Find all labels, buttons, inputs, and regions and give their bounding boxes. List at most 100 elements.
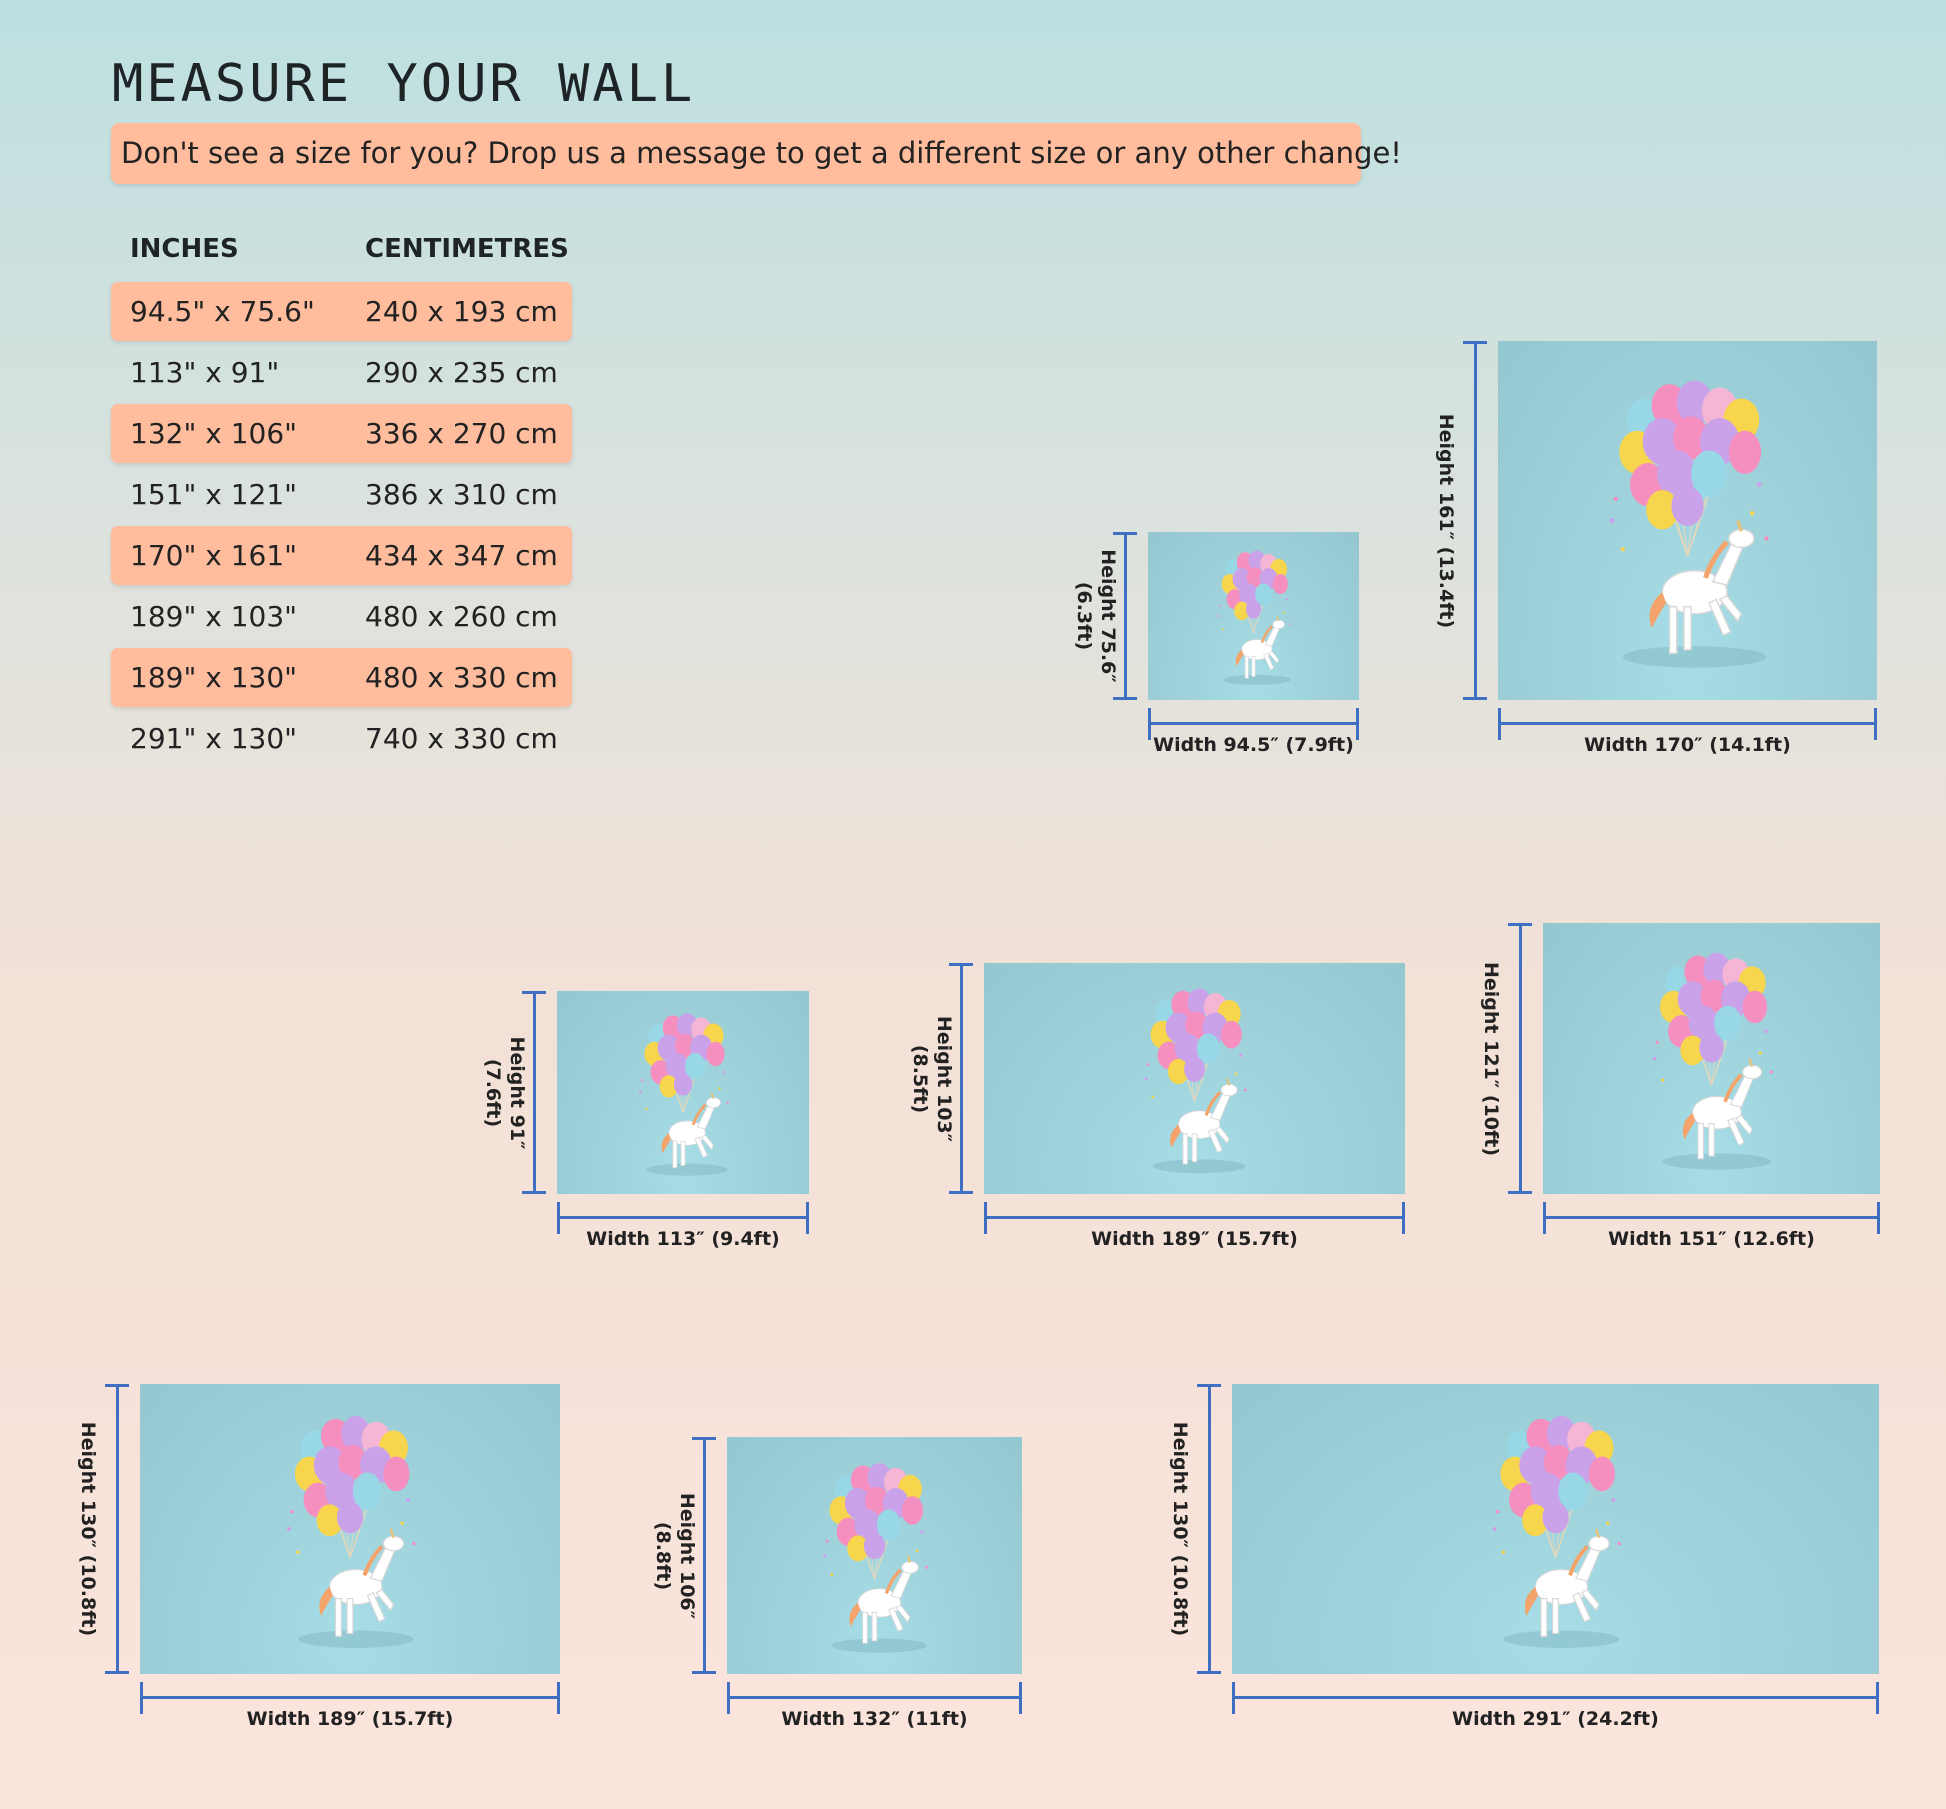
height-dimension-line: [1124, 532, 1127, 700]
size-inches: 189" x 130": [130, 661, 298, 694]
table-row: 189" x 130" 480 x 330 cm: [111, 648, 572, 709]
height-dimension-cap: [1197, 1671, 1221, 1674]
height-label: Height 130″ (10.8ft): [1169, 1421, 1191, 1637]
size-inches: 170" x 161": [130, 539, 298, 572]
height-dimension-cap: [522, 1191, 546, 1194]
width-dimension-line: [1232, 1696, 1879, 1699]
width-label: Width 94.5″ (7.9ft): [1153, 734, 1354, 756]
height-label: Height 106″ (8.8ft): [652, 1492, 698, 1619]
table-row: 291" x 130" 740 x 330 cm: [111, 709, 572, 770]
height-dimension-line: [960, 963, 963, 1194]
mural-preview: [1232, 1384, 1879, 1674]
mural-preview: [727, 1437, 1022, 1674]
size-cm: 740 x 330 cm: [365, 722, 558, 755]
width-dimension-line: [140, 1696, 560, 1699]
width-dimension-cap: [1148, 708, 1151, 740]
height-dimension-cap: [692, 1671, 716, 1674]
mural-preview: [1148, 532, 1359, 700]
height-label: Height 161″ (13.4ft): [1435, 413, 1457, 628]
size-table: INCHES CENTIMETRES 94.5" x 75.6" 240 x 1…: [111, 222, 572, 770]
width-dimension-cap: [1356, 708, 1359, 740]
height-dimension-cap: [105, 1384, 129, 1387]
height-dimension-cap: [1508, 1191, 1532, 1194]
unicorn-balloons-illustration: [1609, 380, 1769, 668]
width-dimension-cap: [1232, 1682, 1235, 1714]
width-dimension-cap: [1874, 708, 1877, 740]
page-title: MEASURE YOUR WALL: [112, 54, 696, 114]
size-inches: 151" x 121": [130, 478, 298, 511]
height-dimension-line: [1519, 923, 1522, 1194]
width-dimension-cap: [557, 1682, 560, 1714]
table-row: 151" x 121" 386 x 310 cm: [111, 465, 572, 526]
height-dimension-cap: [1197, 1384, 1221, 1387]
height-dimension-cap: [1463, 697, 1487, 700]
size-inches: 132" x 106": [130, 417, 298, 450]
custom-size-banner: Don't see a size for you? Drop us a mess…: [111, 123, 1402, 184]
width-label: Width 189″ (15.7ft): [1091, 1228, 1298, 1250]
table-row: 94.5" x 75.6" 240 x 193 cm: [111, 282, 572, 343]
height-dimension-cap: [1113, 532, 1137, 535]
width-dimension-cap: [1019, 1682, 1022, 1714]
width-dimension-cap: [1876, 1682, 1879, 1714]
width-dimension-line: [1498, 722, 1877, 725]
width-label: Width 132″ (11ft): [781, 1708, 968, 1730]
width-dimension-line: [1543, 1216, 1880, 1219]
size-inches: 291" x 130": [130, 722, 298, 755]
width-label: Width 170″ (14.1ft): [1584, 734, 1791, 756]
table-row: 132" x 106" 336 x 270 cm: [111, 404, 572, 465]
width-dimension-cap: [727, 1682, 730, 1714]
height-dimension-cap: [949, 963, 973, 966]
width-dimension-line: [557, 1216, 809, 1219]
mural-preview: [140, 1384, 560, 1674]
height-dimension-cap: [105, 1671, 129, 1674]
height-dimension-cap: [1113, 697, 1137, 700]
width-dimension-cap: [1877, 1202, 1880, 1234]
inches-header: INCHES: [130, 234, 239, 264]
height-dimension-line: [1474, 341, 1477, 700]
size-inches: 94.5" x 75.6": [130, 295, 315, 328]
height-label: Height 91″ (7.6ft): [482, 1035, 528, 1150]
mural-preview: [1543, 923, 1880, 1194]
width-dimension-cap: [806, 1202, 809, 1234]
width-label: Width 113″ (9.4ft): [586, 1228, 780, 1250]
size-cm: 386 x 310 cm: [365, 478, 558, 511]
width-dimension-cap: [1498, 708, 1501, 740]
height-dimension-cap: [522, 991, 546, 994]
height-label: Height 130″ (10.8ft): [77, 1421, 99, 1637]
width-dimension-cap: [1543, 1202, 1546, 1234]
size-cm: 434 x 347 cm: [365, 539, 558, 572]
height-dimension-cap: [692, 1437, 716, 1440]
size-cm: 240 x 193 cm: [365, 295, 558, 328]
mural-preview: [557, 991, 809, 1194]
size-cm: 480 x 330 cm: [365, 661, 558, 694]
unicorn-balloons-illustration: [1652, 952, 1773, 1170]
size-inches: 113" x 91": [130, 356, 280, 389]
unicorn-balloons-illustration: [638, 1013, 729, 1176]
height-dimension-line: [116, 1384, 119, 1674]
width-dimension-cap: [1402, 1202, 1405, 1234]
unicorn-balloons-illustration: [287, 1415, 416, 1648]
width-label: Width 189″ (15.7ft): [246, 1708, 454, 1730]
height-dimension-cap: [1508, 923, 1532, 926]
width-dimension-line: [1148, 722, 1359, 725]
mural-preview: [984, 963, 1405, 1194]
height-dimension-cap: [949, 1191, 973, 1194]
height-dimension-line: [1208, 1384, 1211, 1674]
height-dimension-line: [703, 1437, 706, 1674]
unicorn-balloons-illustration: [1144, 988, 1247, 1174]
unicorn-balloons-illustration: [1492, 1415, 1622, 1648]
height-dimension-line: [533, 991, 536, 1194]
table-row: 113" x 91" 290 x 235 cm: [111, 343, 572, 404]
height-label: Height 75.6″ (6.3ft): [1073, 549, 1119, 683]
width-dimension-line: [984, 1216, 1405, 1219]
width-dimension-cap: [557, 1202, 560, 1234]
height-label: Height 121″ (10ft): [1480, 961, 1502, 1156]
size-cm: 290 x 235 cm: [365, 356, 558, 389]
table-row: 170" x 161" 434 x 347 cm: [111, 526, 572, 587]
unicorn-balloons-illustration: [823, 1463, 929, 1653]
centimetres-header: CENTIMETRES: [365, 234, 569, 264]
mural-preview: [1498, 341, 1877, 700]
width-dimension-cap: [140, 1682, 143, 1714]
width-label: Width 151″ (12.6ft): [1608, 1228, 1815, 1250]
size-inches: 189" x 103": [130, 600, 298, 633]
